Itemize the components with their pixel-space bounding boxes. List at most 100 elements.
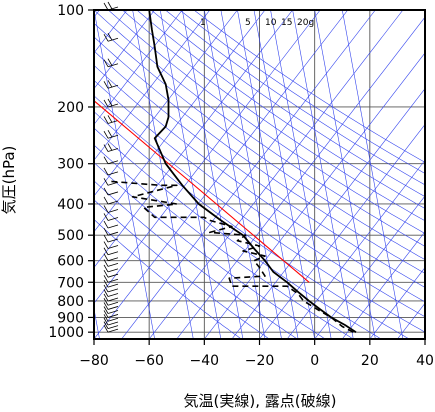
isotherm-line (314, 195, 425, 339)
mixing-ratio-line (270, 10, 332, 339)
mixing-ratio-label: 20g (297, 18, 314, 28)
wind-barb (107, 317, 119, 322)
mixing-ratio-line (253, 10, 315, 339)
wind-barb-feather (103, 234, 109, 243)
mixing-ratio-line (181, 10, 244, 339)
x-tick-label: 0 (310, 353, 319, 369)
wind-barb-feather (107, 143, 113, 151)
grid (94, 10, 425, 339)
adiabat-lines (94, 10, 425, 339)
wind-barb-feather (103, 279, 109, 288)
x-tick-label: −80 (79, 353, 109, 369)
y-tick-label: 800 (57, 294, 84, 310)
isotherm-line (176, 16, 425, 339)
dry-adiabat-line (94, 111, 410, 339)
dry-adiabat-line (94, 50, 425, 288)
wind-barb (107, 84, 119, 89)
dry-adiabat-line (94, 65, 425, 303)
wind-barb-feather (103, 205, 109, 213)
wind-barb (107, 181, 119, 186)
dry-adiabat-line (122, 10, 425, 222)
wind-barb-feather (103, 144, 109, 152)
wind-barb-feather (107, 80, 113, 88)
dry-adiabat-line (94, 180, 298, 339)
wind-barb-feather (103, 2, 109, 11)
dry-adiabat-line (94, 199, 270, 339)
y-tick-label: 300 (57, 157, 84, 173)
dry-adiabat-line (94, 219, 242, 339)
wind-barb (107, 273, 119, 278)
y-tick-label: 600 (57, 254, 84, 270)
wind-barb (107, 200, 119, 205)
dry-adiabat-line (193, 10, 425, 163)
wind-barb (107, 268, 119, 273)
dry-adiabat-line (94, 79, 425, 318)
isotherm-line (369, 266, 425, 339)
wind-barb-feather (103, 259, 109, 267)
dry-adiabat-line (94, 36, 425, 274)
mixing-ratio-line (220, 10, 282, 339)
wind-barb-feather (103, 196, 109, 205)
wind-barb (107, 306, 119, 310)
dry-adiabat-line (94, 95, 425, 333)
isotherm-line (94, 10, 266, 233)
wind-barb (107, 251, 119, 256)
isotherm-line (94, 10, 293, 268)
mixing-ratio-line (94, 10, 155, 339)
wind-barb-feather (103, 227, 109, 236)
mixing-ratio-line (314, 10, 376, 339)
mixing-ratio-line (292, 10, 354, 339)
wind-barb-feather (103, 247, 109, 255)
wind-barb-feather (103, 298, 109, 306)
isotherm-line (94, 10, 349, 339)
dry-adiabat-line (108, 10, 425, 234)
wind-barb (107, 134, 119, 139)
wind-barb-feather (103, 220, 109, 229)
wind-barb (107, 263, 119, 267)
x-tick-label: −40 (190, 353, 220, 369)
wind-barb-feather (103, 81, 109, 89)
wind-barb (107, 245, 119, 249)
isotherm-line (121, 10, 376, 339)
dry-adiabat-line (94, 162, 326, 339)
x-axis-ticks: −80 −60 −40 −20 0 20 40 (79, 339, 434, 369)
temperature-line (148, 10, 357, 333)
mixing-ratio-label: 15 (281, 18, 292, 28)
wind-barb-feather (103, 310, 109, 318)
mixing-ratio-labels: 1 5 10 15 20g (200, 18, 314, 28)
y-tick-label: 100 (57, 3, 84, 19)
wind-barb (107, 301, 119, 306)
wind-barb (107, 209, 119, 213)
wind-barb-feather (103, 289, 109, 297)
profile-lines (107, 10, 357, 333)
y-tick-label: 900 (57, 310, 84, 326)
wind-barb-feather (103, 284, 109, 293)
wind-barb (107, 148, 119, 152)
wind-barb-feather (103, 264, 109, 273)
wind-barb (107, 293, 119, 297)
isotherm-line (148, 10, 404, 339)
mixing-ratio-line (159, 10, 222, 339)
wind-barb-feather (103, 187, 109, 196)
y-tick-label: 1000 (48, 325, 84, 341)
wind-barb (107, 278, 119, 283)
dry-adiabat-line (165, 10, 425, 186)
wind-barb-feather (103, 314, 109, 322)
mixing-ratio-label: 5 (245, 18, 251, 28)
wind-barb-feather (103, 156, 109, 164)
isotherm-line (94, 10, 183, 125)
wind-barb-feather (103, 269, 109, 278)
mixing-ratio-line (132, 10, 194, 339)
wind-barb-feather (103, 167, 109, 176)
wind-barb-feather (103, 302, 109, 310)
wind-barb-feather (107, 33, 113, 41)
isotherm-line (286, 159, 425, 339)
dry-adiabat-line (94, 127, 382, 339)
wind-barb (107, 288, 119, 293)
dry-adiabat-line (179, 10, 425, 174)
y-tick-label: 400 (57, 197, 84, 213)
mixing-ratio-line (341, 10, 404, 339)
wind-barb (107, 297, 119, 302)
